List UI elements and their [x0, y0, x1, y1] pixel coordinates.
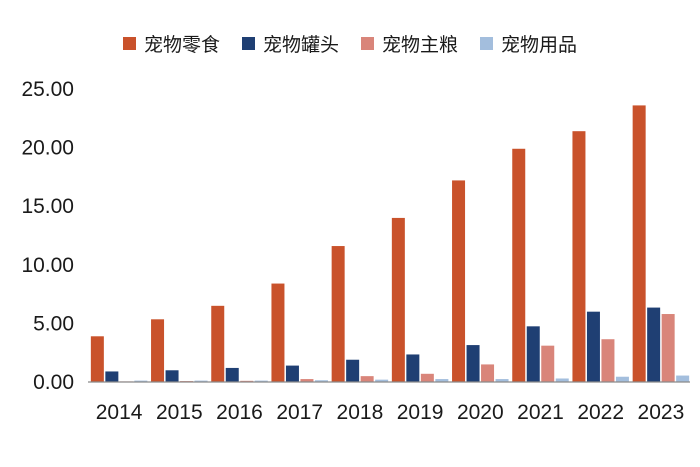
- bar-2-2018: [346, 359, 360, 382]
- legend-label-snacks: 宠物零食: [143, 33, 220, 56]
- legend-label-staple-food: 宠物主粮: [382, 33, 459, 56]
- x-tick-label: 2015: [156, 401, 203, 424]
- bar-3-2021: [541, 345, 555, 382]
- bar-2-2014: [105, 371, 119, 382]
- bar-1-2019: [391, 217, 405, 382]
- x-axis: 2014 2015 2016 2017 2018 2019 2020 2021 2022 2023: [96, 401, 685, 424]
- x-tick-label: 2020: [457, 401, 504, 424]
- bar-2-2023: [647, 307, 661, 382]
- bar-4-2023: [676, 375, 690, 382]
- x-tick-label: 2021: [517, 401, 564, 424]
- bar-2-2015: [165, 370, 179, 382]
- bar-4-2014: [134, 380, 148, 382]
- y-tick-label: 25.00: [21, 78, 74, 101]
- bar-4-2020: [495, 379, 509, 382]
- bar-1-2016: [211, 305, 225, 382]
- bar-4-2017: [314, 380, 328, 382]
- bar-2-2016: [225, 367, 239, 382]
- bar-1-2023: [632, 105, 646, 383]
- bar-3-2020: [481, 364, 495, 382]
- x-tick-label: 2023: [638, 401, 685, 424]
- legend-swatch-snacks: [122, 36, 136, 50]
- x-tick-label: 2019: [397, 401, 444, 424]
- x-tick-label: 2016: [216, 401, 263, 424]
- legend-label-supplies: 宠物用品: [501, 33, 578, 56]
- bar-2-2021: [526, 326, 540, 382]
- x-tick-label: 2022: [577, 401, 624, 424]
- legend-swatch-staple-food: [361, 36, 374, 50]
- legend-swatch-cans: [241, 36, 255, 50]
- legend-item-supplies: 宠物用品: [480, 30, 577, 57]
- y-tick-label: 5.00: [33, 312, 74, 335]
- bar-2-2019: [406, 354, 420, 382]
- bar-1-2021: [512, 148, 526, 382]
- x-tick-label: 2018: [337, 401, 384, 424]
- bar-1-2017: [271, 283, 285, 382]
- bar-3-2018: [360, 376, 374, 382]
- bar-3-2017: [300, 379, 314, 382]
- legend-item-snacks: 宠物零食: [122, 30, 220, 57]
- bar-4-2015: [194, 380, 208, 382]
- bar-1-2015: [151, 319, 165, 382]
- legend-item-cans: 宠物罐头: [241, 30, 339, 57]
- bar-1-2022: [572, 131, 586, 382]
- bar-1-2018: [331, 246, 345, 382]
- bar-3-2019: [420, 373, 434, 382]
- x-tick-label: 2017: [276, 401, 323, 424]
- bar-3-2022: [601, 339, 615, 382]
- bar-4-2018: [375, 379, 389, 382]
- bar-4-2021: [555, 378, 569, 382]
- bar-4-2016: [254, 380, 268, 382]
- legend-label-cans: 宠物罐头: [262, 33, 339, 56]
- bar-2-2017: [285, 365, 299, 382]
- y-tick-label: 20.00: [21, 137, 74, 160]
- bars: [90, 105, 690, 383]
- legend-item-staple-food: 宠物主粮: [361, 30, 458, 57]
- x-tick-label: 2014: [96, 401, 143, 424]
- y-tick-label: 0.00: [33, 371, 74, 394]
- bar-3-2023: [661, 314, 675, 382]
- y-axis: 0.00 5.00 10.00 15.00 20.00 25.00: [21, 78, 74, 394]
- bar-2-2022: [586, 311, 600, 382]
- bar-1-2014: [90, 336, 104, 382]
- bar-4-2022: [615, 376, 629, 382]
- bar-1-2020: [452, 180, 466, 382]
- legend-swatch-supplies: [480, 36, 494, 50]
- chart-legend: 宠物零食 宠物罐头 宠物主粮 宠物用品: [0, 28, 700, 58]
- y-tick-label: 10.00: [21, 254, 74, 277]
- y-tick-label: 15.00: [21, 195, 74, 218]
- bar-2-2020: [466, 345, 480, 382]
- bar-4-2019: [435, 379, 449, 382]
